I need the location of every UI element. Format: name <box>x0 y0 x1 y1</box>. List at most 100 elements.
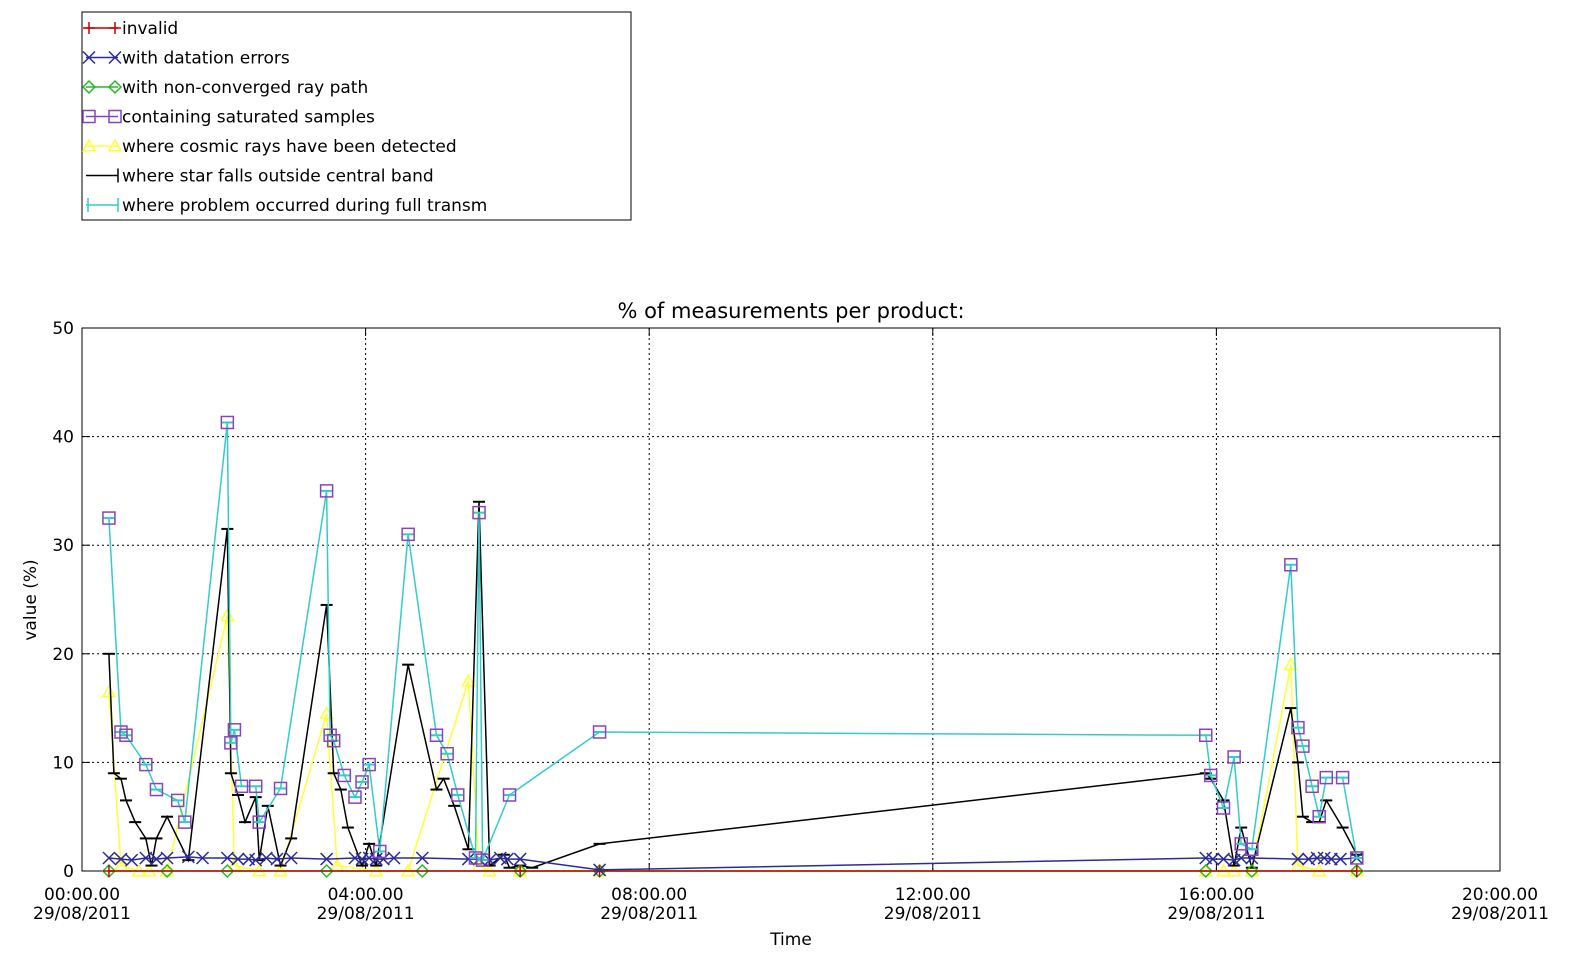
data-point <box>270 852 284 866</box>
data-point <box>348 790 362 804</box>
data-point <box>1291 720 1305 735</box>
data-point <box>500 852 514 866</box>
data-point <box>415 863 430 879</box>
data-point <box>1216 801 1231 815</box>
data-point <box>1244 863 1259 879</box>
x-axis-label: Time <box>769 930 812 950</box>
legend-swatch-marker <box>107 138 123 152</box>
data-point <box>1324 852 1338 866</box>
x-tick-label-time: 00:00.00 <box>44 885 120 905</box>
data-point <box>502 788 517 802</box>
legend-label: containing saturated samples <box>122 108 375 128</box>
legend-label: with non-converged ray path <box>122 78 368 98</box>
x-tick-label-date: 29/08/2011 <box>317 904 415 924</box>
y-tick-label: 0 <box>63 862 74 882</box>
data-point <box>284 851 298 865</box>
data-point <box>102 865 115 877</box>
x-tick-label-time: 04:00.00 <box>328 885 404 905</box>
data-point <box>319 484 334 498</box>
data-point <box>114 852 128 866</box>
series-containing-saturated-samples <box>102 415 1364 867</box>
series-layer <box>101 415 1365 879</box>
y-tick-label: 50 <box>52 319 74 339</box>
data-point <box>593 863 607 877</box>
x-axis-ticks: 00:00.0029/08/201104:00.0029/08/201108:0… <box>33 328 1549 924</box>
x-tick-label-date: 29/08/2011 <box>1167 904 1265 924</box>
y-tick-label: 10 <box>52 753 74 773</box>
legend-swatch-marker <box>83 22 95 34</box>
data-point <box>468 851 483 865</box>
data-point <box>1350 865 1363 877</box>
data-point <box>1305 779 1319 794</box>
data-point <box>220 415 235 430</box>
data-point <box>160 851 174 865</box>
data-point <box>373 844 387 859</box>
legend-box <box>81 11 632 221</box>
data-point <box>119 728 133 742</box>
data-point <box>149 782 164 797</box>
data-point <box>514 865 527 877</box>
x-tick-label-time: 20:00.00 <box>1462 885 1538 905</box>
data-point <box>149 852 163 866</box>
data-point <box>461 673 476 687</box>
y-tick-label: 20 <box>52 645 74 665</box>
data-point <box>102 851 116 865</box>
x-tick-label-time: 16:00.00 <box>1178 885 1254 905</box>
data-point <box>1245 851 1259 865</box>
legend-item: where problem occurred during full trans… <box>86 196 487 216</box>
data-point <box>125 853 139 867</box>
y-tick-label: 30 <box>52 536 74 556</box>
data-point <box>248 779 263 794</box>
legend-label: invalid <box>122 19 178 39</box>
data-point <box>319 863 334 879</box>
legend-swatch-marker <box>81 79 97 95</box>
data-point <box>249 853 263 867</box>
data-point <box>483 853 497 867</box>
legend-item: with non-converged ray path <box>81 78 368 98</box>
x-tick-label-date: 29/08/2011 <box>33 904 131 924</box>
data-point <box>227 723 242 737</box>
data-point <box>252 815 266 829</box>
data-point <box>415 851 429 865</box>
legend-swatch-marker <box>81 138 97 152</box>
legend-item: containing saturated samples <box>82 108 375 128</box>
chart-title: % of measurements per product: <box>617 299 964 323</box>
data-point <box>593 865 606 877</box>
data-point <box>429 728 444 742</box>
data-point <box>1199 728 1213 742</box>
data-point <box>101 684 117 698</box>
data-point <box>387 851 401 865</box>
legend-swatch-marker <box>108 109 122 124</box>
data-point <box>472 505 486 520</box>
data-point <box>231 852 245 866</box>
legend-swatch-marker <box>108 50 122 65</box>
data-point <box>1312 809 1326 824</box>
data-point <box>170 793 185 808</box>
data-point <box>592 725 607 739</box>
data-point <box>1284 557 1298 572</box>
series-with-datation-errors <box>102 850 1364 877</box>
data-point <box>1227 853 1241 867</box>
legend-item: with datation errors <box>82 49 290 69</box>
legend-item: invalid <box>83 19 178 39</box>
legend-swatch-marker <box>109 22 121 34</box>
legend-item: where cosmic rays have been detected <box>81 137 457 157</box>
data-point <box>1245 842 1259 857</box>
data-point <box>160 863 175 879</box>
data-point <box>1216 852 1231 866</box>
data-point <box>181 850 195 864</box>
data-point <box>337 768 352 783</box>
data-point <box>178 815 192 829</box>
y-axis-ticks: 0 10 20 30 40 50 <box>52 319 1500 882</box>
x-tick-label-time: 08:00.00 <box>611 885 687 905</box>
data-point <box>1335 770 1350 785</box>
data-point <box>273 781 288 796</box>
data-point <box>326 733 341 748</box>
data-point <box>1296 739 1310 753</box>
x-tick-label-date: 29/08/2011 <box>1451 904 1549 924</box>
series-where-problem-occurred-during-full-transm <box>102 421 1363 862</box>
data-point <box>195 851 210 865</box>
x-tick-label-time: 12:00.00 <box>895 885 971 905</box>
